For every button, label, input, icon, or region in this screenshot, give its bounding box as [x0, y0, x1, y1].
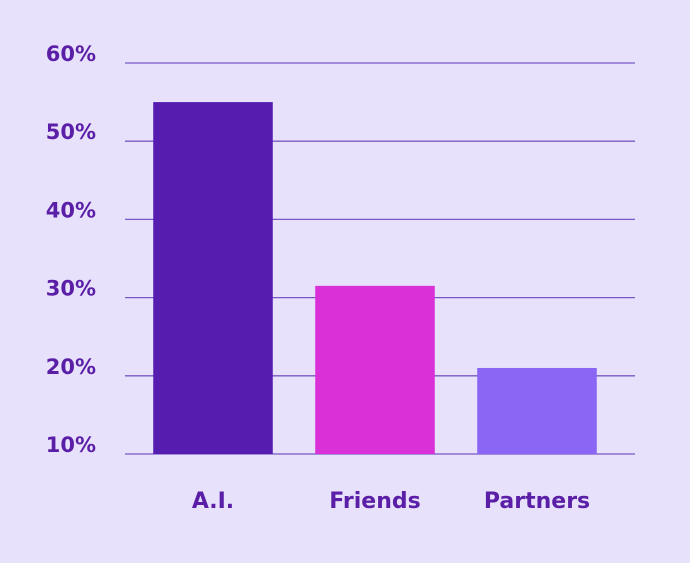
y-tick-label: 40%	[46, 198, 96, 222]
bar	[477, 367, 597, 454]
y-tick-label: 50%	[46, 120, 96, 144]
x-tick-label: Partners	[484, 489, 590, 514]
bar	[315, 285, 435, 454]
y-tick-label: 30%	[46, 277, 96, 301]
y-tick-label: 10%	[46, 433, 96, 457]
y-tick-label: 60%	[46, 42, 96, 66]
x-tick-label: Friends	[329, 489, 420, 514]
y-tick-label: 20%	[46, 355, 96, 379]
bar	[153, 102, 273, 454]
x-tick-label: A.I.	[192, 489, 234, 514]
